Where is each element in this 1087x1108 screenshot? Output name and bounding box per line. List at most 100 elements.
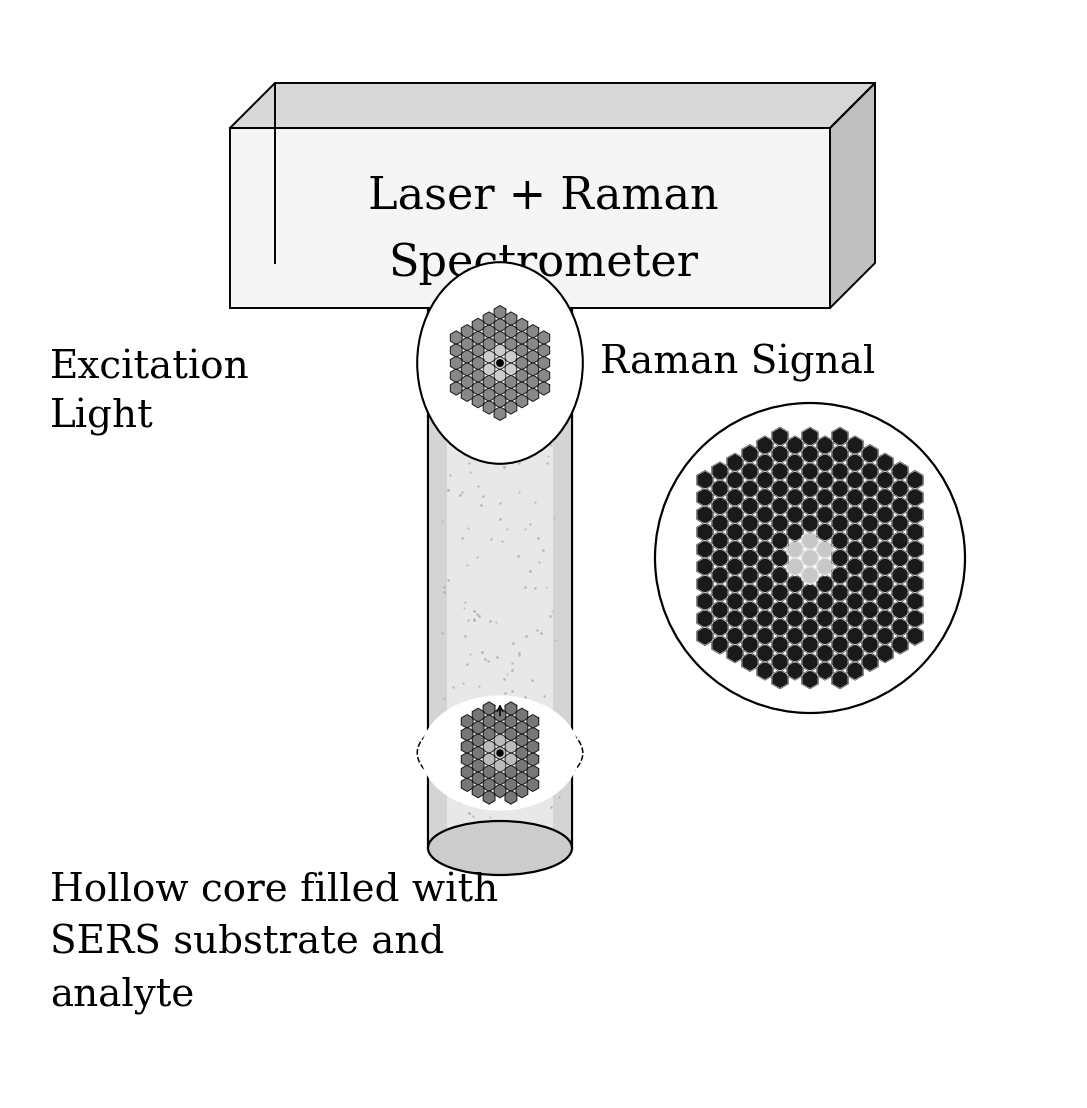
Polygon shape bbox=[472, 747, 484, 760]
Polygon shape bbox=[907, 523, 923, 541]
Polygon shape bbox=[712, 584, 728, 602]
Polygon shape bbox=[877, 575, 892, 593]
Polygon shape bbox=[757, 523, 773, 541]
Polygon shape bbox=[697, 557, 713, 576]
Polygon shape bbox=[697, 575, 713, 593]
Text: Laser + Raman: Laser + Raman bbox=[368, 175, 719, 218]
Polygon shape bbox=[862, 462, 878, 481]
Polygon shape bbox=[787, 471, 803, 490]
Polygon shape bbox=[495, 771, 505, 784]
Polygon shape bbox=[862, 548, 878, 567]
Polygon shape bbox=[832, 548, 848, 567]
Polygon shape bbox=[484, 740, 495, 753]
Polygon shape bbox=[727, 505, 744, 524]
Polygon shape bbox=[727, 592, 744, 611]
Polygon shape bbox=[527, 752, 539, 766]
Polygon shape bbox=[484, 388, 495, 401]
Polygon shape bbox=[552, 308, 570, 848]
Polygon shape bbox=[461, 337, 473, 351]
Polygon shape bbox=[727, 557, 744, 576]
Polygon shape bbox=[757, 437, 773, 454]
Polygon shape bbox=[527, 337, 539, 351]
Polygon shape bbox=[772, 584, 788, 602]
Polygon shape bbox=[817, 437, 833, 454]
Polygon shape bbox=[516, 771, 527, 784]
Polygon shape bbox=[892, 462, 908, 481]
Circle shape bbox=[655, 403, 965, 714]
Polygon shape bbox=[862, 601, 878, 619]
Polygon shape bbox=[712, 566, 728, 585]
Polygon shape bbox=[505, 778, 516, 791]
Polygon shape bbox=[787, 453, 803, 472]
Polygon shape bbox=[516, 369, 527, 382]
Polygon shape bbox=[484, 337, 495, 351]
Polygon shape bbox=[697, 609, 713, 628]
Polygon shape bbox=[802, 548, 817, 567]
Polygon shape bbox=[230, 83, 875, 129]
Polygon shape bbox=[742, 532, 758, 550]
Polygon shape bbox=[877, 557, 892, 576]
Polygon shape bbox=[802, 462, 817, 481]
Polygon shape bbox=[892, 548, 908, 567]
Ellipse shape bbox=[417, 263, 583, 464]
Polygon shape bbox=[862, 566, 878, 585]
Polygon shape bbox=[461, 388, 473, 401]
Polygon shape bbox=[495, 381, 505, 396]
Polygon shape bbox=[907, 627, 923, 645]
Polygon shape bbox=[727, 453, 744, 472]
Polygon shape bbox=[495, 369, 505, 382]
Polygon shape bbox=[484, 400, 495, 414]
Polygon shape bbox=[757, 489, 773, 506]
Polygon shape bbox=[697, 523, 713, 541]
Polygon shape bbox=[727, 540, 744, 558]
Polygon shape bbox=[527, 362, 539, 376]
Polygon shape bbox=[802, 618, 817, 636]
Polygon shape bbox=[862, 480, 878, 497]
Polygon shape bbox=[847, 437, 863, 454]
Polygon shape bbox=[495, 306, 505, 319]
Polygon shape bbox=[787, 557, 803, 576]
Polygon shape bbox=[877, 471, 892, 490]
Polygon shape bbox=[450, 381, 462, 396]
Polygon shape bbox=[505, 312, 516, 326]
Polygon shape bbox=[817, 661, 833, 680]
Polygon shape bbox=[817, 523, 833, 541]
Polygon shape bbox=[832, 496, 848, 515]
Polygon shape bbox=[802, 653, 817, 671]
Polygon shape bbox=[832, 514, 848, 533]
Polygon shape bbox=[516, 394, 527, 408]
Polygon shape bbox=[472, 708, 484, 721]
Polygon shape bbox=[495, 733, 505, 747]
Polygon shape bbox=[484, 715, 495, 728]
Polygon shape bbox=[472, 331, 484, 345]
Polygon shape bbox=[712, 514, 728, 533]
Polygon shape bbox=[877, 540, 892, 558]
Polygon shape bbox=[742, 601, 758, 619]
Polygon shape bbox=[697, 489, 713, 506]
Polygon shape bbox=[472, 369, 484, 382]
Polygon shape bbox=[907, 592, 923, 611]
Polygon shape bbox=[430, 308, 448, 848]
Polygon shape bbox=[450, 331, 462, 345]
Polygon shape bbox=[787, 609, 803, 628]
Polygon shape bbox=[847, 644, 863, 663]
Polygon shape bbox=[847, 592, 863, 611]
Polygon shape bbox=[787, 437, 803, 454]
Polygon shape bbox=[527, 778, 539, 791]
Polygon shape bbox=[802, 584, 817, 602]
Polygon shape bbox=[907, 471, 923, 490]
Polygon shape bbox=[505, 350, 516, 363]
Polygon shape bbox=[505, 337, 516, 351]
Polygon shape bbox=[484, 702, 495, 716]
Polygon shape bbox=[862, 532, 878, 550]
Polygon shape bbox=[787, 592, 803, 611]
Polygon shape bbox=[817, 505, 833, 524]
Polygon shape bbox=[505, 790, 516, 804]
Polygon shape bbox=[787, 523, 803, 541]
Polygon shape bbox=[505, 400, 516, 414]
Polygon shape bbox=[847, 557, 863, 576]
Polygon shape bbox=[461, 350, 473, 363]
Polygon shape bbox=[742, 566, 758, 585]
Polygon shape bbox=[472, 759, 484, 772]
Polygon shape bbox=[772, 480, 788, 497]
